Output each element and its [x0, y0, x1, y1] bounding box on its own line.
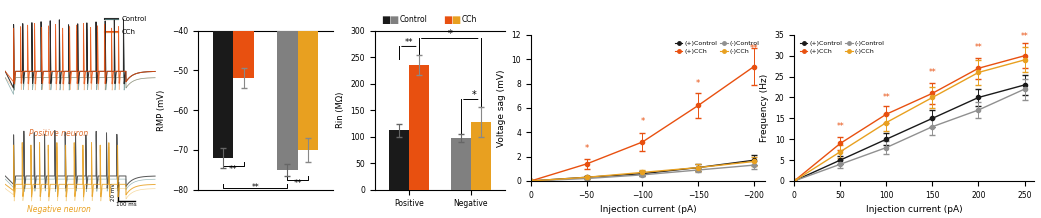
Legend: (+)Control, (+)CCh, (-)Control, (-)CCh: (+)Control, (+)CCh, (-)Control, (-)CCh: [672, 38, 762, 57]
Y-axis label: RMP (mV): RMP (mV): [157, 89, 167, 131]
Legend: (+)Control, (+)CCh, (-)Control, (-)CCh: (+)Control, (+)CCh, (-)Control, (-)CCh: [797, 38, 887, 57]
Text: ■: ■: [381, 15, 390, 25]
Bar: [298, 31, 319, 150]
Text: Negative neuron: Negative neuron: [27, 204, 91, 214]
Text: **: **: [883, 93, 890, 102]
Text: **: **: [837, 122, 844, 131]
Text: *: *: [640, 117, 644, 126]
Text: Control: Control: [122, 16, 147, 22]
Text: CCh: CCh: [461, 15, 477, 24]
Text: **: **: [929, 68, 936, 77]
Bar: [212, 31, 233, 158]
Text: **: **: [1020, 32, 1029, 41]
Text: *: *: [585, 144, 589, 153]
Text: ■: ■: [451, 15, 460, 25]
Bar: [277, 31, 298, 170]
Bar: [233, 31, 254, 78]
Text: CCh: CCh: [122, 29, 135, 35]
Text: *: *: [696, 79, 701, 89]
Text: 100 ms: 100 ms: [117, 202, 137, 207]
Y-axis label: Rin (MΩ): Rin (MΩ): [336, 92, 345, 128]
X-axis label: Injection current (pA): Injection current (pA): [866, 205, 962, 214]
Text: **: **: [405, 38, 413, 47]
Text: ■: ■: [442, 15, 452, 25]
Text: 20 mV: 20 mV: [111, 183, 116, 201]
Text: Positive neuron: Positive neuron: [29, 129, 88, 138]
Y-axis label: Voltage sag (mV): Voltage sag (mV): [497, 69, 506, 147]
Text: **: **: [251, 183, 259, 192]
Text: **: **: [229, 165, 237, 174]
Bar: [389, 130, 409, 190]
Bar: [451, 138, 471, 190]
Y-axis label: Frequency (Hz): Frequency (Hz): [760, 74, 769, 142]
Text: *: *: [448, 29, 452, 39]
Text: Control: Control: [400, 15, 428, 24]
Text: *: *: [472, 90, 477, 100]
Text: **: **: [974, 43, 983, 52]
Text: **: **: [750, 44, 758, 53]
Text: **: **: [294, 179, 302, 188]
X-axis label: Injection current (pA): Injection current (pA): [600, 205, 696, 214]
Bar: [409, 65, 429, 190]
Bar: [471, 122, 490, 190]
Text: ■: ■: [389, 15, 399, 25]
